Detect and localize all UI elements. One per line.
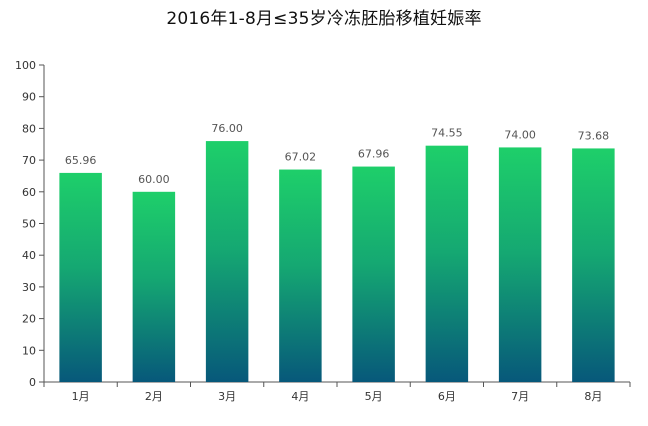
y-axis-tick-label: 40 <box>22 249 36 262</box>
y-axis-tick-label: 50 <box>22 218 36 231</box>
bar-value-label: 65.96 <box>65 154 97 167</box>
x-axis-category-label: 1月 <box>72 390 90 403</box>
x-axis-category-label: 8月 <box>584 390 602 403</box>
x-axis-category-label: 7月 <box>511 390 529 403</box>
bar <box>498 147 542 382</box>
bar <box>572 148 615 382</box>
bar <box>352 166 395 382</box>
x-axis-category-label: 4月 <box>291 390 309 403</box>
bar <box>132 191 176 382</box>
y-axis-tick-label: 80 <box>22 122 36 135</box>
bar-value-label: 74.00 <box>504 128 536 141</box>
x-axis-category-label: 6月 <box>438 390 456 403</box>
y-axis-tick-label: 90 <box>22 91 36 104</box>
y-axis-tick-label: 0 <box>29 376 36 389</box>
y-axis-tick-label: 60 <box>22 186 36 199</box>
bar <box>425 145 469 382</box>
y-axis-tick-label: 70 <box>22 154 36 167</box>
y-axis-tick-label: 10 <box>22 344 36 357</box>
x-axis-category-label: 2月 <box>145 390 163 403</box>
bar-value-label: 67.96 <box>358 148 390 161</box>
bar-value-label: 76.00 <box>211 122 243 135</box>
chart-title: 2016年1-8月≤35岁冷冻胚胎移植妊娠率 <box>166 9 482 29</box>
bar-value-label: 73.68 <box>578 129 610 142</box>
bar-value-label: 67.02 <box>285 151 317 164</box>
bar <box>279 169 322 382</box>
y-axis-tick-label: 100 <box>15 59 36 72</box>
y-axis-tick-label: 30 <box>22 281 36 294</box>
bar <box>205 141 249 382</box>
bar-value-label: 74.55 <box>431 127 463 140</box>
x-axis-category-label: 3月 <box>218 390 236 403</box>
bar <box>59 172 102 382</box>
bar-value-label: 60.00 <box>138 173 170 186</box>
x-axis-category-label: 5月 <box>365 390 383 403</box>
y-axis-tick-label: 20 <box>22 313 36 326</box>
